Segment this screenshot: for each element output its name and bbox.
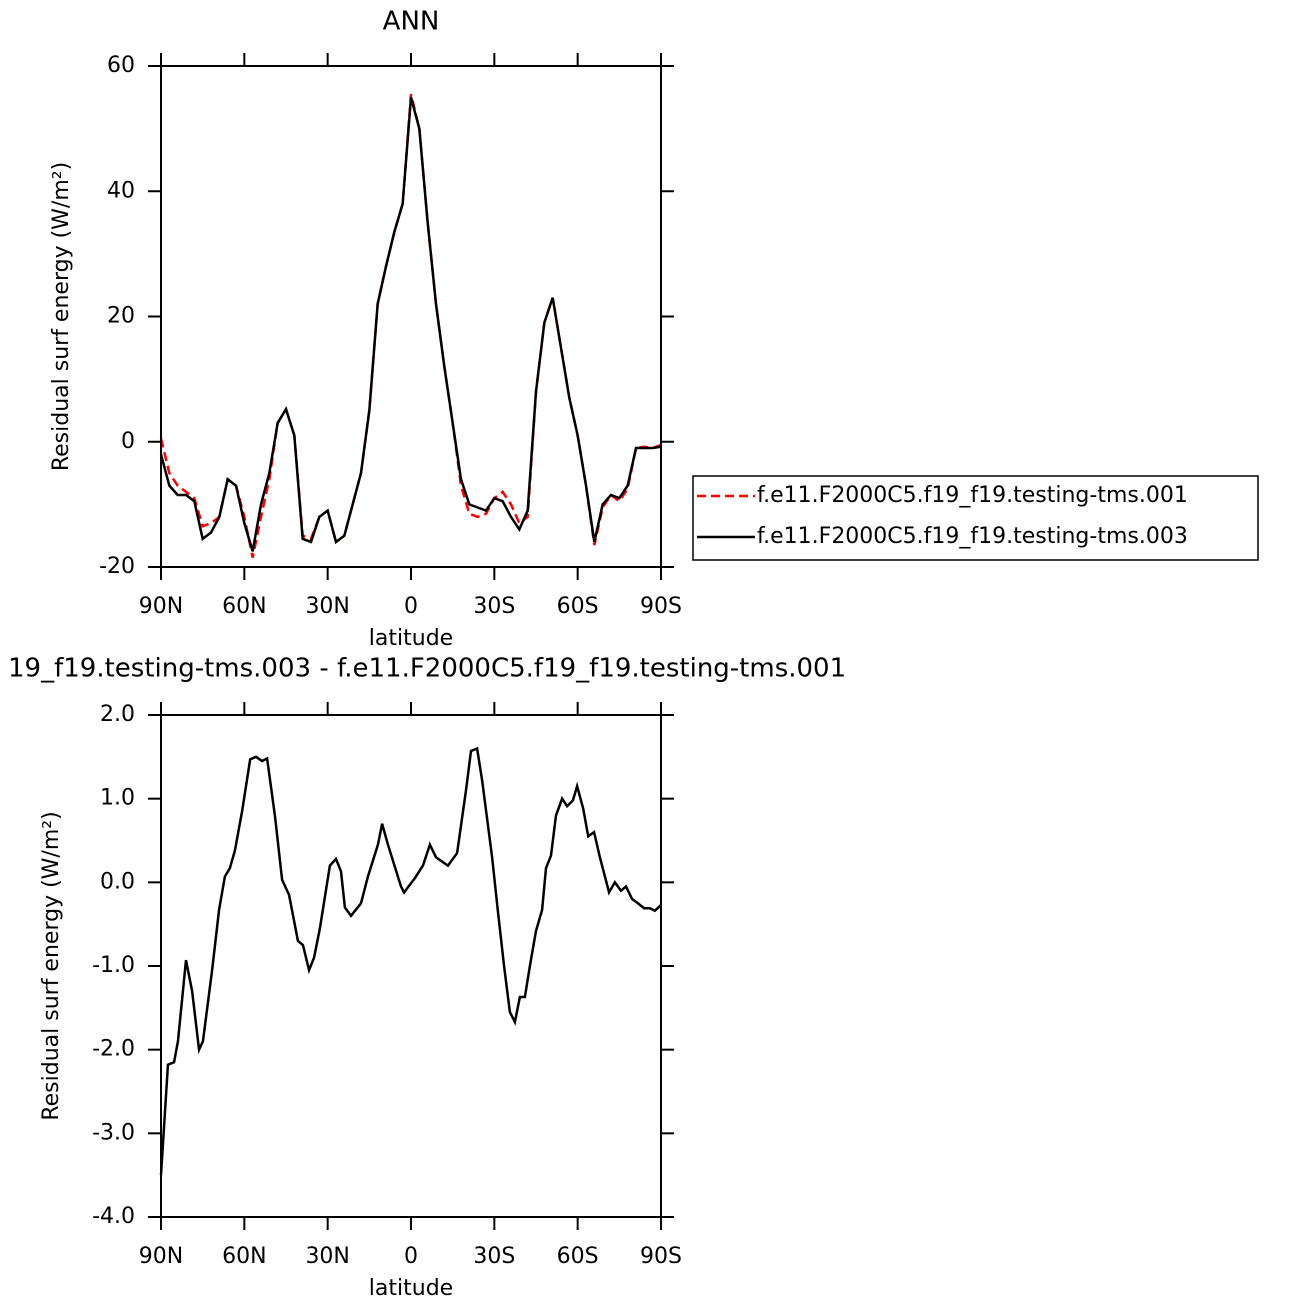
data-line: [159, 746, 662, 1176]
chart-title: 19_f19.testing-tms.003 - f.e11.F2000C5.f…: [8, 654, 846, 684]
y-tick-label: 20: [107, 304, 135, 329]
x-axis-label: latitude: [369, 626, 453, 651]
y-tick-label: 1.0: [100, 786, 135, 811]
x-tick-label: 0: [404, 594, 418, 619]
y-tick-label: 60: [107, 53, 135, 78]
x-tick-label: 30N: [305, 1244, 349, 1269]
plot-frame: [160, 65, 662, 568]
x-tick-label: 0: [404, 1244, 418, 1269]
plot-frame: [160, 714, 662, 1218]
y-tick-label: -3.0: [92, 1120, 135, 1145]
x-tick-label: 60N: [222, 594, 266, 619]
y-tick-label: 2.0: [100, 702, 135, 727]
y-tick-label: -2.0: [92, 1037, 135, 1062]
x-tick-label: 90N: [139, 594, 183, 619]
x-tick-label: 90S: [640, 594, 682, 619]
y-tick-label: 40: [107, 178, 135, 203]
x-tick-label: 30S: [473, 594, 515, 619]
y-axis-label: Residual surf energy (W/m²): [39, 811, 64, 1120]
x-tick-label: 30S: [473, 1244, 515, 1269]
x-tick-label: 30N: [305, 594, 349, 619]
data-line: [159, 96, 662, 552]
x-tick-label: 90N: [139, 1244, 183, 1269]
x-tick-label: 90S: [640, 1244, 682, 1269]
y-tick-label: 0: [121, 429, 135, 454]
legend-label: f.e11.F2000C5.f19_f19.testing-tms.001: [757, 483, 1188, 508]
y-tick-label: -4.0: [92, 1204, 135, 1229]
x-tick-label: 60N: [222, 1244, 266, 1269]
legend-label: f.e11.F2000C5.f19_f19.testing-tms.003: [757, 524, 1188, 549]
y-axis-label: Residual surf energy (W/m²): [49, 162, 74, 471]
y-tick-label: 0.0: [100, 869, 135, 894]
x-tick-label: 60S: [557, 1244, 599, 1269]
x-tick-label: 60S: [557, 594, 599, 619]
y-tick-label: -20: [99, 554, 135, 579]
y-tick-label: -1.0: [92, 953, 135, 978]
x-axis-label: latitude: [369, 1276, 453, 1301]
chart-title: ANN: [383, 7, 440, 37]
legend-box: [692, 475, 1259, 561]
